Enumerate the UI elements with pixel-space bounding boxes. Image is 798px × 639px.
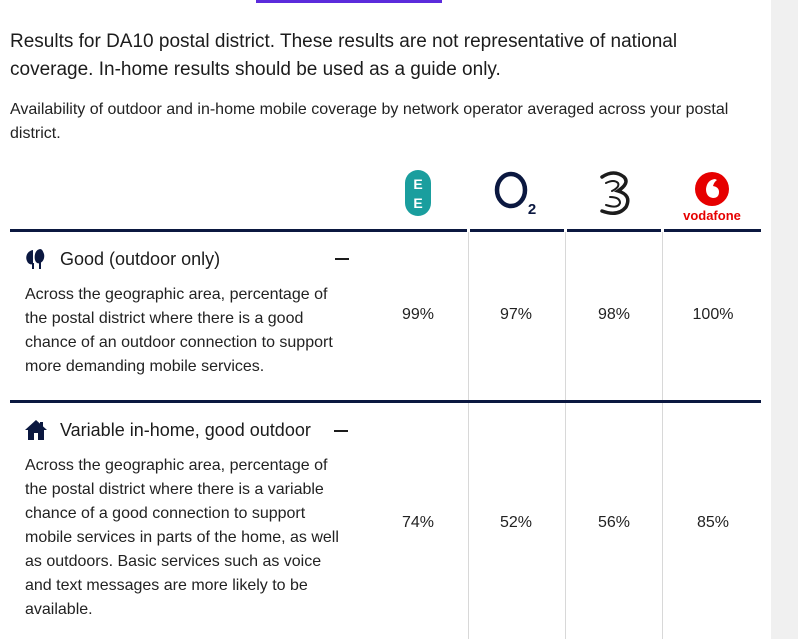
results-intro: Results for DA10 postal district. These … xyxy=(10,31,678,80)
scrollbar-track[interactable] xyxy=(771,0,798,639)
column-divider xyxy=(565,232,566,400)
table-header-rule xyxy=(470,229,564,232)
svg-text:2: 2 xyxy=(528,201,536,218)
section-divider xyxy=(10,400,761,403)
svg-text:E: E xyxy=(413,195,422,211)
ee-logo-icon: E E xyxy=(395,170,441,216)
house-icon xyxy=(24,418,48,442)
trees-icon xyxy=(24,247,48,271)
section-title: Good (outdoor only) xyxy=(60,248,221,269)
results-subtitle: Availability of outdoor and in-home mobi… xyxy=(10,101,729,142)
svg-text:E: E xyxy=(413,176,422,192)
value-o2-inhome: 52% xyxy=(499,514,533,531)
section-header-inhome[interactable]: Variable in-home, good outdoor xyxy=(24,418,311,442)
table-header-rule xyxy=(10,229,467,232)
collapse-toggle-inhome[interactable] xyxy=(334,430,348,432)
column-divider xyxy=(662,403,663,639)
vodafone-wordmark: vodafone xyxy=(683,208,741,223)
section-description: Across the geographic area, percentage o… xyxy=(25,457,339,618)
three-logo-icon xyxy=(590,168,638,218)
value-three-inhome: 56% xyxy=(597,514,631,531)
value-ee-inhome: 74% xyxy=(401,514,435,531)
table-header-rule xyxy=(664,229,761,232)
vodafone-logo-icon: vodafone xyxy=(676,168,748,226)
column-divider xyxy=(662,232,663,400)
section-description: Across the geographic area, percentage o… xyxy=(25,286,333,375)
collapse-toggle-outdoor[interactable] xyxy=(335,258,349,260)
value-vodafone-inhome: 85% xyxy=(696,514,730,531)
value-o2-outdoor: 97% xyxy=(499,306,533,323)
column-divider xyxy=(565,403,566,639)
o2-logo-icon: 2 xyxy=(490,168,542,218)
value-three-outdoor: 98% xyxy=(597,306,631,323)
column-divider xyxy=(468,403,469,639)
value-ee-outdoor: 99% xyxy=(401,306,435,323)
active-tab-indicator xyxy=(256,0,442,3)
section-title: Variable in-home, good outdoor xyxy=(60,419,311,440)
section-header-outdoor[interactable]: Good (outdoor only) xyxy=(24,247,220,271)
table-header-rule xyxy=(567,229,661,232)
value-vodafone-outdoor: 100% xyxy=(692,306,734,323)
column-divider xyxy=(468,232,469,400)
